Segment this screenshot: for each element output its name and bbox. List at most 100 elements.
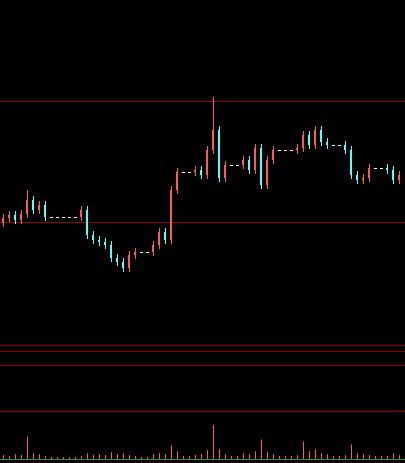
candle-body — [386, 168, 388, 170]
volume-bar — [183, 456, 184, 459]
candle-body — [212, 130, 214, 150]
candle-body — [182, 172, 185, 173]
volume-bar — [63, 457, 64, 459]
candle-body — [98, 240, 100, 242]
candle-body — [326, 142, 328, 145]
volume-bar — [357, 453, 358, 459]
candle-body — [272, 150, 274, 160]
candle-body — [14, 215, 16, 220]
volume-bar — [123, 453, 124, 459]
volume-bar — [153, 454, 154, 459]
volume-bar — [3, 455, 4, 459]
volume-bar — [363, 454, 364, 459]
candle-body — [44, 205, 46, 217]
volume-bar — [237, 456, 238, 459]
candle-body — [170, 190, 172, 240]
volume-bar — [111, 452, 112, 459]
candle-body — [380, 168, 383, 169]
volume-bar — [303, 441, 304, 459]
candle-body — [314, 130, 316, 145]
volume-bar — [309, 451, 310, 459]
volume-bar — [141, 457, 142, 459]
candle-body — [56, 217, 59, 218]
candle-body — [278, 150, 281, 151]
volume-bar — [369, 455, 370, 459]
candle-body — [290, 150, 293, 151]
volume-bar — [159, 453, 160, 459]
volume-bar — [321, 453, 322, 459]
volume-bar — [333, 456, 334, 459]
volume-bar — [291, 456, 292, 459]
candle-body — [80, 210, 82, 217]
candle-body — [296, 148, 298, 150]
volume-bar — [165, 454, 166, 459]
volume-bar — [255, 451, 256, 459]
volume-bar — [33, 453, 34, 459]
candle-body — [374, 168, 377, 169]
volume-bar — [345, 455, 346, 459]
volume-bar — [393, 453, 394, 459]
candle-body — [266, 160, 268, 185]
candle-body — [398, 175, 400, 180]
volume-bar — [171, 445, 172, 459]
volume-bar — [261, 439, 262, 459]
volume-bar — [195, 455, 196, 459]
candle-body — [200, 170, 202, 175]
candle-body — [206, 150, 208, 175]
candle-body — [152, 245, 154, 252]
volume-bar — [57, 457, 58, 459]
candle-body — [20, 214, 22, 220]
candle-body — [224, 165, 226, 178]
candle-body — [392, 170, 394, 180]
volume-bar — [243, 453, 244, 459]
volume-bar — [339, 456, 340, 459]
candle-body — [32, 200, 34, 210]
candle-body — [128, 255, 130, 268]
volume-bar — [69, 457, 70, 459]
volume-bar — [87, 453, 88, 459]
volume-bar — [351, 444, 352, 459]
candle-body — [338, 145, 341, 146]
candle-body — [260, 148, 262, 185]
volume-bar — [249, 454, 250, 459]
volume-bar — [279, 456, 280, 459]
candle-body — [116, 258, 118, 262]
volume-bar — [117, 454, 118, 459]
volume-bar — [399, 455, 400, 459]
volume-bar — [147, 457, 148, 459]
volume-bar — [273, 454, 274, 459]
candle-body — [26, 200, 28, 214]
candle-body — [308, 135, 310, 145]
volume-bar — [219, 449, 220, 459]
candle-body — [50, 217, 53, 218]
candle-body — [236, 165, 239, 166]
volume-bar — [105, 455, 106, 459]
candle-body — [104, 242, 106, 245]
candle-body — [92, 235, 94, 240]
volume-bar — [129, 455, 130, 459]
candle-body — [362, 178, 364, 180]
candle-body — [254, 148, 256, 170]
candle-body — [320, 130, 322, 142]
volume-bar — [177, 451, 178, 459]
volume-bar — [207, 450, 208, 459]
volume-bar — [231, 456, 232, 459]
volume-bar — [15, 454, 16, 459]
candle-body — [62, 217, 65, 218]
volume-bar — [99, 454, 100, 459]
candle-body — [2, 218, 4, 223]
volume-bar — [135, 456, 136, 459]
candle-body — [176, 172, 178, 190]
volume-bar — [189, 456, 190, 459]
candle-body — [164, 232, 166, 240]
candle-body — [332, 145, 335, 146]
candle-body — [242, 160, 244, 165]
volume-bar — [387, 456, 388, 459]
volume-bar — [381, 456, 382, 459]
candle-body — [248, 160, 250, 170]
candle-body — [284, 150, 287, 151]
volume-bar — [27, 436, 28, 459]
candle-body — [86, 210, 88, 235]
